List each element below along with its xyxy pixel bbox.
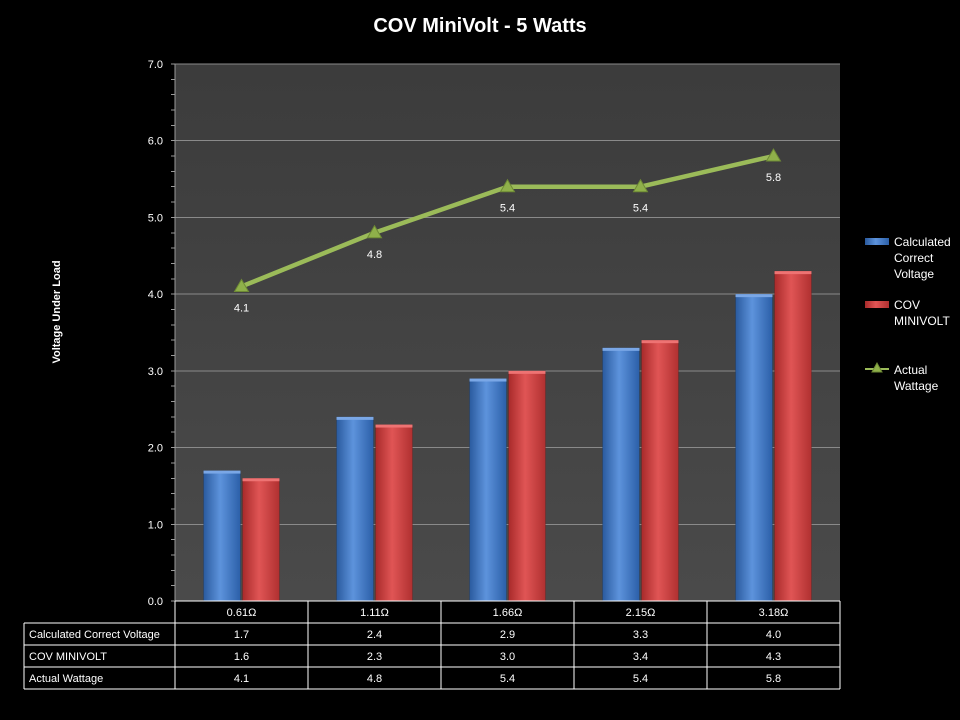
triangle-marker — [366, 224, 383, 239]
table-cell: 3.3 — [633, 629, 648, 641]
bar-top — [774, 271, 812, 275]
y-tick-label: 7.0 — [148, 59, 163, 71]
legend-label: MINIVOLT — [894, 314, 950, 328]
legend-label: Calculated — [894, 235, 951, 249]
y-tick-label: 5.0 — [148, 212, 163, 224]
legend-swatch — [865, 238, 889, 245]
data-labels: 4.1 4.8 5.4 5.4 5.8 — [234, 172, 781, 314]
table-cell: 5.4 — [633, 673, 648, 685]
bar — [735, 293, 773, 602]
y-axis-label: Voltage Under Load — [51, 260, 63, 363]
table-row-header: COV MINIVOLT — [29, 651, 107, 663]
data-label: 5.8 — [766, 172, 781, 184]
table-cell: 4.8 — [367, 673, 382, 685]
data-table: 0.61Ω 1.11Ω 1.66Ω 2.15Ω 3.18Ω Calculated Corr… — [23, 600, 841, 690]
data-label: 5.4 — [500, 203, 515, 215]
table-row-header: Actual Wattage — [29, 673, 103, 685]
table-cell: 4.0 — [766, 629, 781, 641]
bar-top — [336, 416, 374, 420]
legend-label: Wattage — [894, 379, 939, 393]
plot-area — [175, 64, 840, 601]
y-tick-label: 2.0 — [148, 443, 163, 455]
bar — [508, 370, 546, 602]
bar — [774, 270, 812, 602]
bar-top — [735, 294, 773, 298]
data-label: 4.8 — [367, 249, 382, 261]
legend-swatch — [865, 301, 889, 308]
x-tick-label: 3.18Ω — [759, 607, 789, 619]
bar — [602, 347, 640, 602]
legend-label: Actual — [894, 363, 927, 377]
table-cell: 4.3 — [766, 651, 781, 663]
table-cell: 2.4 — [367, 629, 382, 641]
data-label: 5.4 — [633, 203, 648, 215]
table-cell: 2.3 — [367, 651, 382, 663]
chart-title: COV MiniVolt - 5 Watts — [373, 15, 586, 37]
table-row-header: Calculated Correct Voltage — [29, 629, 160, 641]
bar — [336, 416, 374, 602]
table-cell: 2.9 — [500, 629, 515, 641]
legend-label: Correct — [894, 251, 934, 265]
triangle-marker — [499, 178, 516, 193]
y-tick-label: 0.0 — [148, 596, 163, 608]
bar — [242, 478, 280, 602]
y-tick-label: 3.0 — [148, 366, 163, 378]
x-tick-label: 1.66Ω — [493, 607, 523, 619]
triangle-marker — [765, 148, 782, 162]
x-tick-label: 1.11Ω — [360, 607, 389, 619]
line-series — [233, 148, 782, 292]
bar-top — [641, 340, 679, 344]
triangle-marker — [233, 278, 250, 292]
table-cell: 5.8 — [766, 673, 781, 685]
bar-top — [508, 370, 546, 374]
table-cell: 3.4 — [633, 651, 648, 663]
bar-top — [375, 424, 413, 428]
legend-label: COV — [894, 298, 920, 312]
bar-top — [469, 378, 507, 382]
data-label: 4.1 — [234, 302, 249, 314]
table-cell: 1.6 — [234, 651, 249, 663]
bar-top — [242, 478, 280, 482]
legend: Calculated Correct Voltage COV MINIVOLT Actua… — [865, 235, 951, 393]
table-cell: 3.0 — [500, 651, 515, 663]
table-cell: 5.4 — [500, 673, 515, 685]
table-cell: 4.1 — [234, 673, 249, 685]
y-axis: 0.0 1.0 2.0 3.0 4.0 5.0 6.0 7.0 — [148, 59, 176, 608]
x-tick-label: 0.61Ω — [227, 607, 257, 619]
y-tick-label: 1.0 — [148, 519, 163, 531]
bar — [469, 378, 507, 602]
x-tick-label: 2.15Ω — [626, 607, 656, 619]
bar — [375, 424, 413, 602]
legend-label: Voltage — [894, 267, 934, 281]
table-cell: 1.7 — [234, 629, 249, 641]
y-tick-label: 4.0 — [148, 289, 163, 301]
bar-top — [203, 470, 241, 474]
triangle-marker — [632, 178, 649, 193]
bar — [203, 470, 241, 602]
y-tick-label: 6.0 — [148, 136, 163, 148]
bars — [203, 270, 812, 602]
legend-triangle-marker — [871, 361, 883, 373]
bar-top — [602, 347, 640, 351]
bar — [641, 339, 679, 602]
